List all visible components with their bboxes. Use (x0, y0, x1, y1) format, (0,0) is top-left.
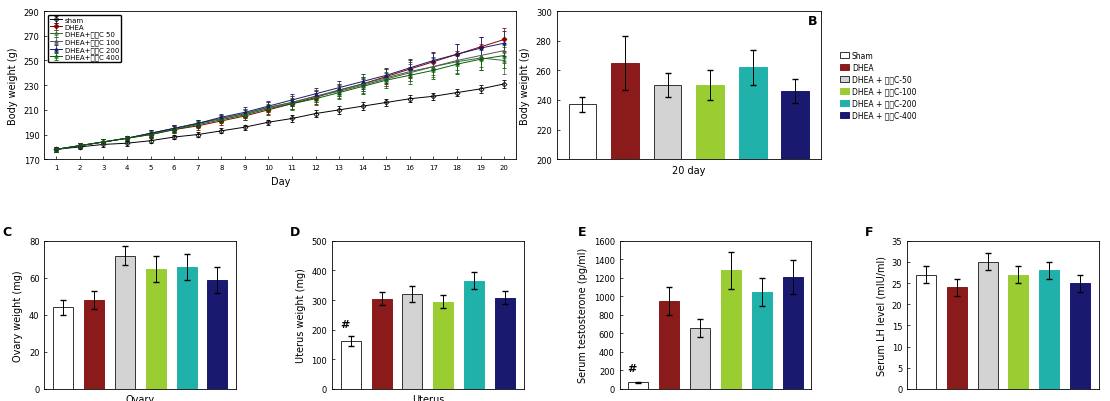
Y-axis label: Uterus weight (mg): Uterus weight (mg) (295, 268, 305, 363)
Bar (1070, 284, 1090, 389)
Bar (751, 292, 771, 389)
Y-axis label: Body weight (g): Body weight (g) (8, 47, 18, 125)
Bar (114, 256, 135, 389)
Legend: sham, DHEA, DHEA+처방C 50, DHEA+처방C 100, DHEA+처방C 200, DHEA+처방C 400: sham, DHEA, DHEA+처방C 50, DHEA+처방C 100, D… (48, 16, 121, 63)
Bar (1039, 271, 1059, 389)
Text: F: F (865, 225, 874, 238)
Text: C: C (2, 225, 11, 238)
X-axis label: Uterus: Uterus (412, 395, 444, 401)
Bar (978, 262, 998, 389)
Y-axis label: Body weight (g): Body weight (g) (521, 47, 531, 125)
X-axis label: 20 day: 20 day (673, 165, 706, 175)
Bar (208, 280, 228, 389)
X-axis label: Ovary: Ovary (125, 395, 154, 401)
Text: E: E (577, 225, 586, 238)
Bar (781, 92, 809, 401)
Bar (783, 277, 803, 389)
Text: B: B (808, 15, 817, 28)
Text: #: # (340, 319, 350, 329)
Bar (568, 105, 596, 401)
Bar (84, 300, 104, 389)
Bar (612, 64, 639, 401)
Y-axis label: Ovary weight (mg): Ovary weight (mg) (13, 269, 23, 361)
Bar (403, 294, 423, 389)
Bar (433, 302, 453, 389)
Y-axis label: Serum LH level (mIU/ml): Serum LH level (mIU/ml) (876, 255, 886, 375)
Bar (654, 86, 682, 401)
Bar (696, 86, 724, 401)
X-axis label: Day: Day (271, 176, 290, 186)
Bar (720, 271, 740, 389)
Bar (53, 308, 73, 389)
Bar (372, 299, 392, 389)
Text: A: A (49, 14, 59, 26)
Bar (690, 328, 710, 389)
Text: #: # (627, 363, 637, 373)
Bar (495, 298, 515, 389)
Y-axis label: Serum testosterone (pg/ml): Serum testosterone (pg/ml) (578, 247, 588, 383)
Legend: Sham, DHEA, DHEA + 처방C-50, DHEA + 처방C-100, DHEA + 처방C-200, DHEA + 처방C-400: Sham, DHEA, DHEA + 처방C-50, DHEA + 처방C-10… (838, 50, 918, 122)
Bar (659, 301, 679, 389)
Bar (628, 383, 648, 389)
Bar (145, 269, 165, 389)
Bar (464, 281, 484, 389)
Bar (341, 341, 361, 389)
Text: D: D (290, 225, 300, 238)
Bar (916, 275, 936, 389)
Bar (947, 288, 967, 389)
Bar (176, 267, 196, 389)
Bar (1008, 275, 1029, 389)
Bar (739, 68, 767, 401)
